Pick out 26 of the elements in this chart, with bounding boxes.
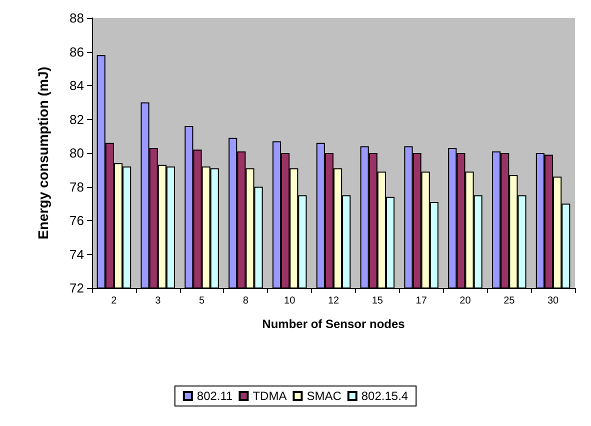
y-axis-title: Energy consumption (mJ) [35, 66, 51, 240]
legend-label: 802.15.4 [361, 389, 408, 403]
x-tick-label: 3 [155, 296, 162, 306]
legend-label: SMAC [306, 389, 342, 403]
x-tick-label: 2 [111, 296, 118, 306]
y-tick-label: 86 [70, 44, 84, 60]
x-tick-label: 5 [198, 296, 205, 306]
y-tick-label: 72 [70, 280, 84, 296]
y-tick-label: 76 [70, 213, 84, 228]
x-tick-label: 30 [547, 296, 560, 306]
y-tick-label: 74 [70, 246, 84, 262]
legend-label: 802.11 [196, 389, 234, 403]
x-axis-title: Number of Sensor nodes [262, 317, 406, 331]
x-tick-label: 25 [504, 296, 516, 306]
x-tick-label: 10 [284, 296, 296, 306]
y-tick-label: 84 [70, 78, 84, 93]
x-tick-label: 15 [372, 296, 384, 306]
x-tick-label: 17 [416, 296, 428, 306]
y-tick-label: 82 [70, 112, 84, 127]
x-tick-label: 12 [328, 296, 340, 306]
x-tick-label: 20 [460, 296, 472, 306]
y-tick-label: 78 [70, 179, 84, 194]
legend-label: TDMA [252, 389, 287, 403]
y-tick-label: 80 [70, 146, 84, 160]
x-tick-label: 8 [242, 296, 249, 306]
y-tick-label: 88 [70, 10, 84, 26]
